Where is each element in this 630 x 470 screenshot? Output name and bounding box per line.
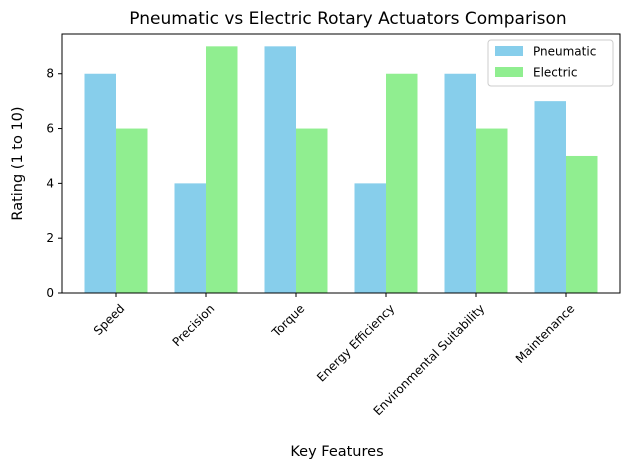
bar-electric-torque (296, 128, 328, 293)
x-tick-label-maintenance: Maintenance (513, 301, 578, 366)
chart-title: Pneumatic vs Electric Rotary Actuators C… (129, 9, 566, 29)
plot-area-frame (61, 33, 621, 294)
y-axis-ticks: 0 2 4 6 8 (46, 67, 62, 300)
x-axis-label: Key Features (290, 444, 383, 460)
x-tick-label-torque: Torque (268, 301, 307, 340)
y-tick-label: 8 (46, 67, 54, 81)
bar-electric-speed (116, 128, 148, 293)
bar-pneumatic-torque (264, 46, 296, 294)
legend-label-pneumatic: Pneumatic (533, 45, 596, 59)
bar-electric-environmental-suitability (476, 128, 508, 293)
bar-pneumatic-precision (174, 183, 206, 293)
bar-electric-precision (206, 46, 238, 294)
bar-electric-energy-efficiency (386, 73, 418, 293)
x-axis-ticks: Speed Precision Torque Energy EfficiencyEnv… (91, 293, 578, 418)
legend-swatch-pneumatic (495, 46, 523, 56)
legend-label-electric: Electric (533, 66, 577, 80)
y-tick-label: 4 (46, 176, 54, 190)
x-tick-label-speed: Speed (91, 301, 128, 338)
y-tick-label: 0 (46, 286, 54, 300)
bar-pneumatic-environmental-suitability (444, 73, 476, 293)
y-axis-label: Rating (1 to 10) (10, 106, 26, 220)
x-tick-label-precision: Precision (170, 301, 218, 349)
y-tick-label: 2 (46, 231, 54, 245)
bar-electric-maintenance (566, 155, 598, 293)
bar-pneumatic-speed (84, 73, 116, 293)
bar-pneumatic-maintenance (534, 101, 566, 293)
bars-group (84, 46, 598, 294)
x-tick-label-energy-efficiency: Energy Efficiency (314, 301, 397, 384)
y-tick-label: 6 (46, 122, 54, 136)
bar-pneumatic-energy-efficiency (354, 183, 386, 293)
legend: Pneumatic Electric (487, 39, 614, 87)
legend-swatch-electric (495, 67, 523, 77)
